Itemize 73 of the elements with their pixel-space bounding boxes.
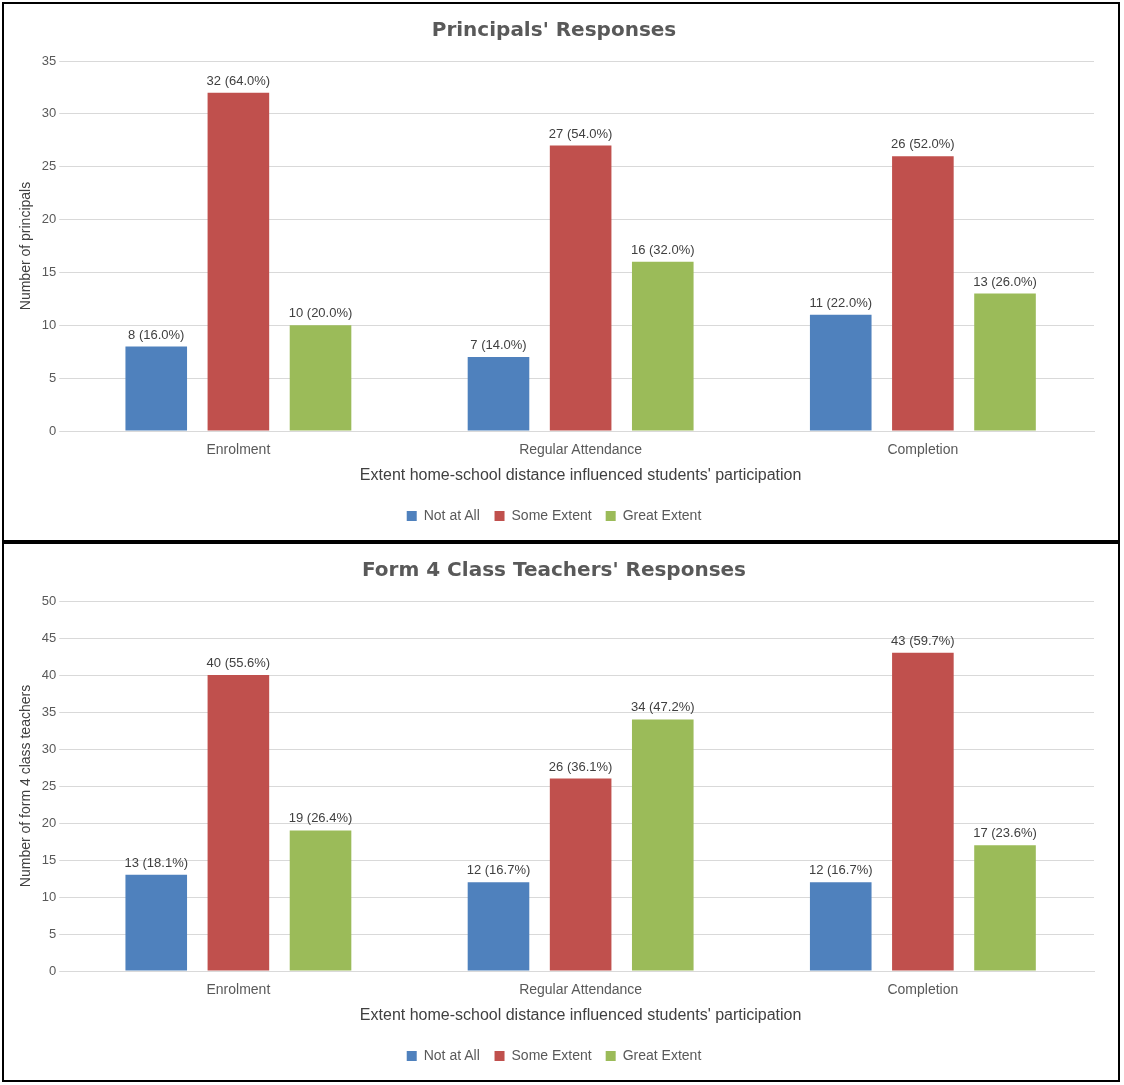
bar — [631, 719, 694, 971]
y-tick-label: 10 — [41, 316, 57, 332]
data-label: 16 (32.0%) — [630, 241, 695, 257]
data-label: 43 (59.7%) — [891, 632, 955, 648]
x-tick-label: Enrolment — [206, 981, 271, 998]
bar — [631, 261, 694, 431]
data-label: 32 (64.0%) — [206, 72, 271, 88]
x-axis-title: Extent home-school distance influenced students' participation — [359, 1005, 802, 1023]
y-tick-label: 50 — [41, 592, 57, 608]
legend-label: Some Extent — [511, 506, 592, 523]
y-tick-label: 35 — [41, 703, 57, 719]
x-tick-label: Completion — [887, 981, 959, 998]
data-label: 10 (20.0%) — [288, 305, 353, 321]
bar — [809, 314, 872, 431]
y-tick-label: 25 — [41, 158, 57, 174]
y-tick-label: 10 — [41, 888, 57, 904]
legend-label: Not at All — [423, 1046, 480, 1063]
bar — [467, 882, 530, 971]
bar — [549, 778, 612, 971]
y-tick-label: 40 — [41, 666, 57, 682]
bar — [892, 156, 954, 431]
y-tick-label: 15 — [41, 264, 57, 280]
y-tick-label: 35 — [41, 52, 57, 68]
y-tick-label: 15 — [41, 851, 57, 867]
y-axis-title: Number of form 4 class teachers — [17, 684, 34, 888]
y-tick-label: 5 — [49, 369, 57, 385]
data-label: 13 (26.0%) — [973, 273, 1037, 289]
y-tick-label: 5 — [49, 925, 57, 941]
data-label: 17 (23.6%) — [973, 825, 1037, 841]
chart-title: Form 4 Class Teachers' Responses — [361, 557, 747, 582]
bar — [467, 357, 530, 431]
data-label: 19 (26.4%) — [288, 810, 353, 826]
data-label: 11 (22.0%) — [809, 294, 873, 310]
bar — [125, 874, 188, 971]
y-tick-label: 30 — [41, 740, 57, 756]
bar — [974, 845, 1036, 971]
data-label: 13 (18.1%) — [124, 854, 189, 870]
data-label: 26 (52.0%) — [891, 136, 955, 152]
data-label: 27 (54.0%) — [548, 125, 613, 141]
data-label: 12 (16.7%) — [808, 862, 873, 878]
data-label: 26 (36.1%) — [548, 758, 613, 774]
data-label: 7 (14.0%) — [470, 337, 527, 353]
data-label: 34 (47.2%) — [630, 699, 695, 715]
y-tick-label: 0 — [49, 422, 57, 438]
x-tick-label: Enrolment — [206, 441, 271, 458]
bar — [289, 325, 352, 431]
x-tick-label: Regular Attendance — [519, 441, 643, 458]
bar — [549, 145, 612, 431]
y-tick-label: 45 — [41, 629, 57, 645]
bar — [974, 293, 1036, 431]
x-tick-label: Regular Attendance — [519, 981, 643, 998]
data-label: 40 (55.6%) — [206, 655, 271, 671]
y-tick-label: 30 — [41, 105, 57, 121]
bar — [207, 92, 270, 431]
y-tick-label: 0 — [49, 962, 57, 978]
legend-label: Some Extent — [511, 1046, 592, 1063]
y-tick-label: 20 — [41, 211, 57, 227]
data-label: 8 (16.0%) — [128, 326, 185, 342]
legend-label: Great Extent — [622, 1046, 702, 1063]
legend-label: Not at All — [423, 506, 480, 523]
data-label: 12 (16.7%) — [466, 862, 531, 878]
y-tick-label: 25 — [41, 777, 57, 793]
y-tick-label: 20 — [41, 814, 57, 830]
bar — [892, 652, 954, 971]
y-axis-title: Number of principals — [17, 181, 34, 311]
x-axis-title: Extent home-school distance influenced students' participation — [359, 465, 802, 483]
legend-label: Great Extent — [622, 506, 702, 523]
bar — [289, 830, 352, 971]
bar — [809, 882, 872, 971]
chart-title: Principals' Responses — [431, 17, 677, 42]
x-tick-label: Completion — [887, 441, 959, 458]
bar — [125, 346, 188, 431]
bar — [207, 675, 270, 971]
